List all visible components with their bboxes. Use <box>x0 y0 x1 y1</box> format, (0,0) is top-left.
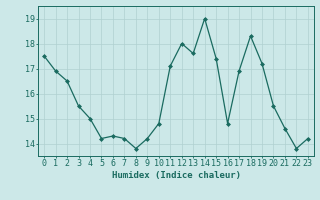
X-axis label: Humidex (Indice chaleur): Humidex (Indice chaleur) <box>111 171 241 180</box>
